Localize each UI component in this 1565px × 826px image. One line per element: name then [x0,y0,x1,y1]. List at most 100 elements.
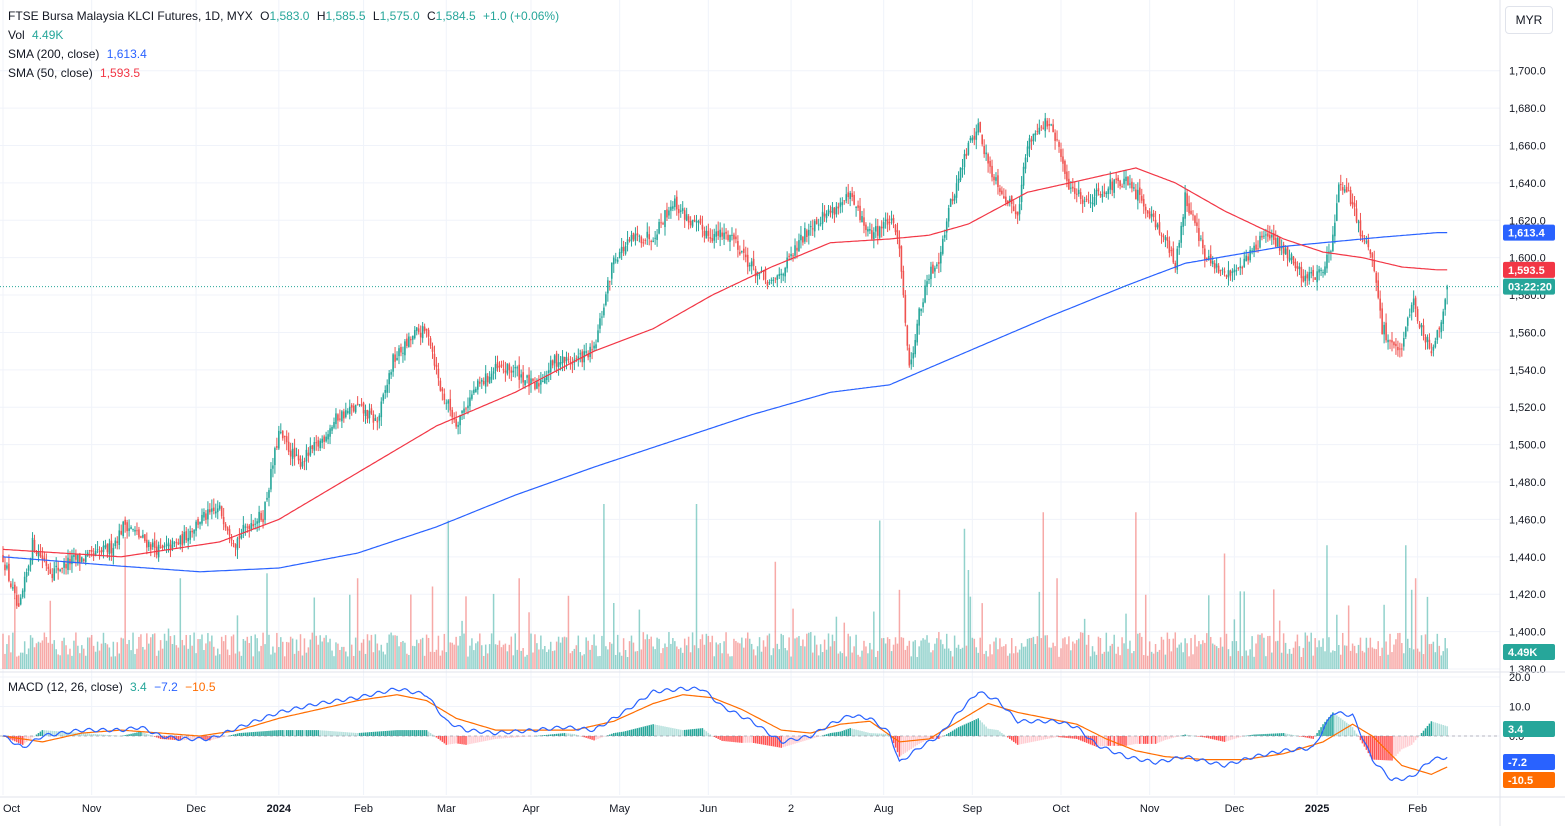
volume-bar [1314,638,1316,669]
candle-body [1156,224,1159,228]
candle-body [1198,227,1200,241]
candle-body [1239,266,1242,268]
candle-body [175,541,178,543]
candle-body [776,275,779,280]
volume-bar [1343,645,1346,669]
macd-histogram-bar [896,736,899,753]
macd-histogram-bar [96,734,99,736]
candle-body [817,224,820,226]
macd-histogram-bar [132,733,134,736]
candle-body [540,379,542,385]
macd-histogram-bar [987,728,989,736]
volume-bar [1306,635,1309,669]
volume-bar [699,639,702,669]
candle-body [309,446,312,456]
volume-bar [748,638,751,669]
volume-bar [488,644,491,669]
candle-body [591,349,593,351]
volume-bar [853,646,855,669]
price-tick-label: 1,640.0 [1509,178,1546,190]
open-label: O [260,9,270,23]
macd-histogram-bar [1204,736,1206,738]
volume-bar [132,632,134,669]
volume-bar [607,649,609,669]
macd-histogram-bar [337,731,339,736]
volume-bar [325,635,327,669]
candle-body [1312,269,1314,276]
macd-histogram-bar [955,728,958,736]
volume-bar [991,654,993,669]
volume-bar [652,646,654,669]
time-axis-label: 2024 [267,803,292,815]
volume-bar [18,655,20,669]
candle-body [189,530,191,540]
macd-histogram-bar [878,733,881,736]
candle-body [612,257,615,265]
macd-histogram-bar [685,729,688,736]
candle-body [461,410,463,413]
candle-body [733,234,735,240]
volume-bar [380,644,383,669]
sma50-price-badge: 1,593.5 [1508,265,1545,277]
candle-body [1176,248,1179,270]
volume-bar [810,632,812,669]
macd-histogram-bar [157,736,160,739]
volume-bar [398,646,400,669]
macd-histogram-bar [461,736,463,745]
candle-body [445,402,448,404]
signal-value-badge-bg [1503,754,1555,770]
macd-histogram-bar [1253,734,1255,736]
sma200-value: 1,613.4 [106,47,147,61]
macd-histogram-bar [711,736,714,737]
candle-body [484,373,487,387]
volume-bar [745,638,747,669]
candle-body [995,177,997,181]
macd-histogram-bar [102,734,105,736]
candle-body [415,327,418,331]
macd-histogram-bar [601,736,603,738]
macd-histogram-bar [244,732,247,736]
macd-histogram-bar [1068,736,1070,739]
macd-histogram-bar [869,733,871,736]
candle-body [144,534,146,542]
macd-histogram-bar [762,736,765,745]
candle-body [362,402,365,414]
macd-histogram-bar [1018,736,1021,745]
candle-body [372,413,375,423]
candle-body [1022,166,1025,186]
volume-bar [743,647,745,669]
candle-body [63,561,65,568]
volume-bar [427,637,430,669]
candle-body [378,415,381,421]
volume-bar [575,645,578,669]
volume-bar [1239,591,1242,669]
volume-bar [701,634,704,669]
volume-bar [1204,642,1206,669]
volume-bar [1247,655,1249,669]
volume-bar [1097,636,1100,669]
time-axis-label: Sep [963,803,983,815]
volume-bar [63,637,65,669]
macd-histogram-bar [1245,735,1247,737]
candle-body [1318,269,1320,273]
volume-bar [1416,648,1419,669]
candle-body [800,234,802,241]
low-value: 1,575.0 [379,9,420,23]
candle-body [370,408,373,414]
candle-body [813,221,816,232]
currency-button[interactable]: MYR [1505,6,1553,34]
volume-bar [1436,633,1439,669]
macd-histogram-bar [928,736,930,739]
volume-bar [1188,656,1190,669]
volume-bar [636,651,639,669]
volume-bar [674,641,676,669]
candle-body [1109,179,1112,190]
volume-bar [278,647,280,669]
volume-bar [847,633,849,669]
volume-bar [1178,644,1180,669]
volume-bar [666,646,668,669]
candle-body [569,361,572,363]
volume-bar [707,635,710,669]
macd-histogram-bar [1180,735,1182,737]
